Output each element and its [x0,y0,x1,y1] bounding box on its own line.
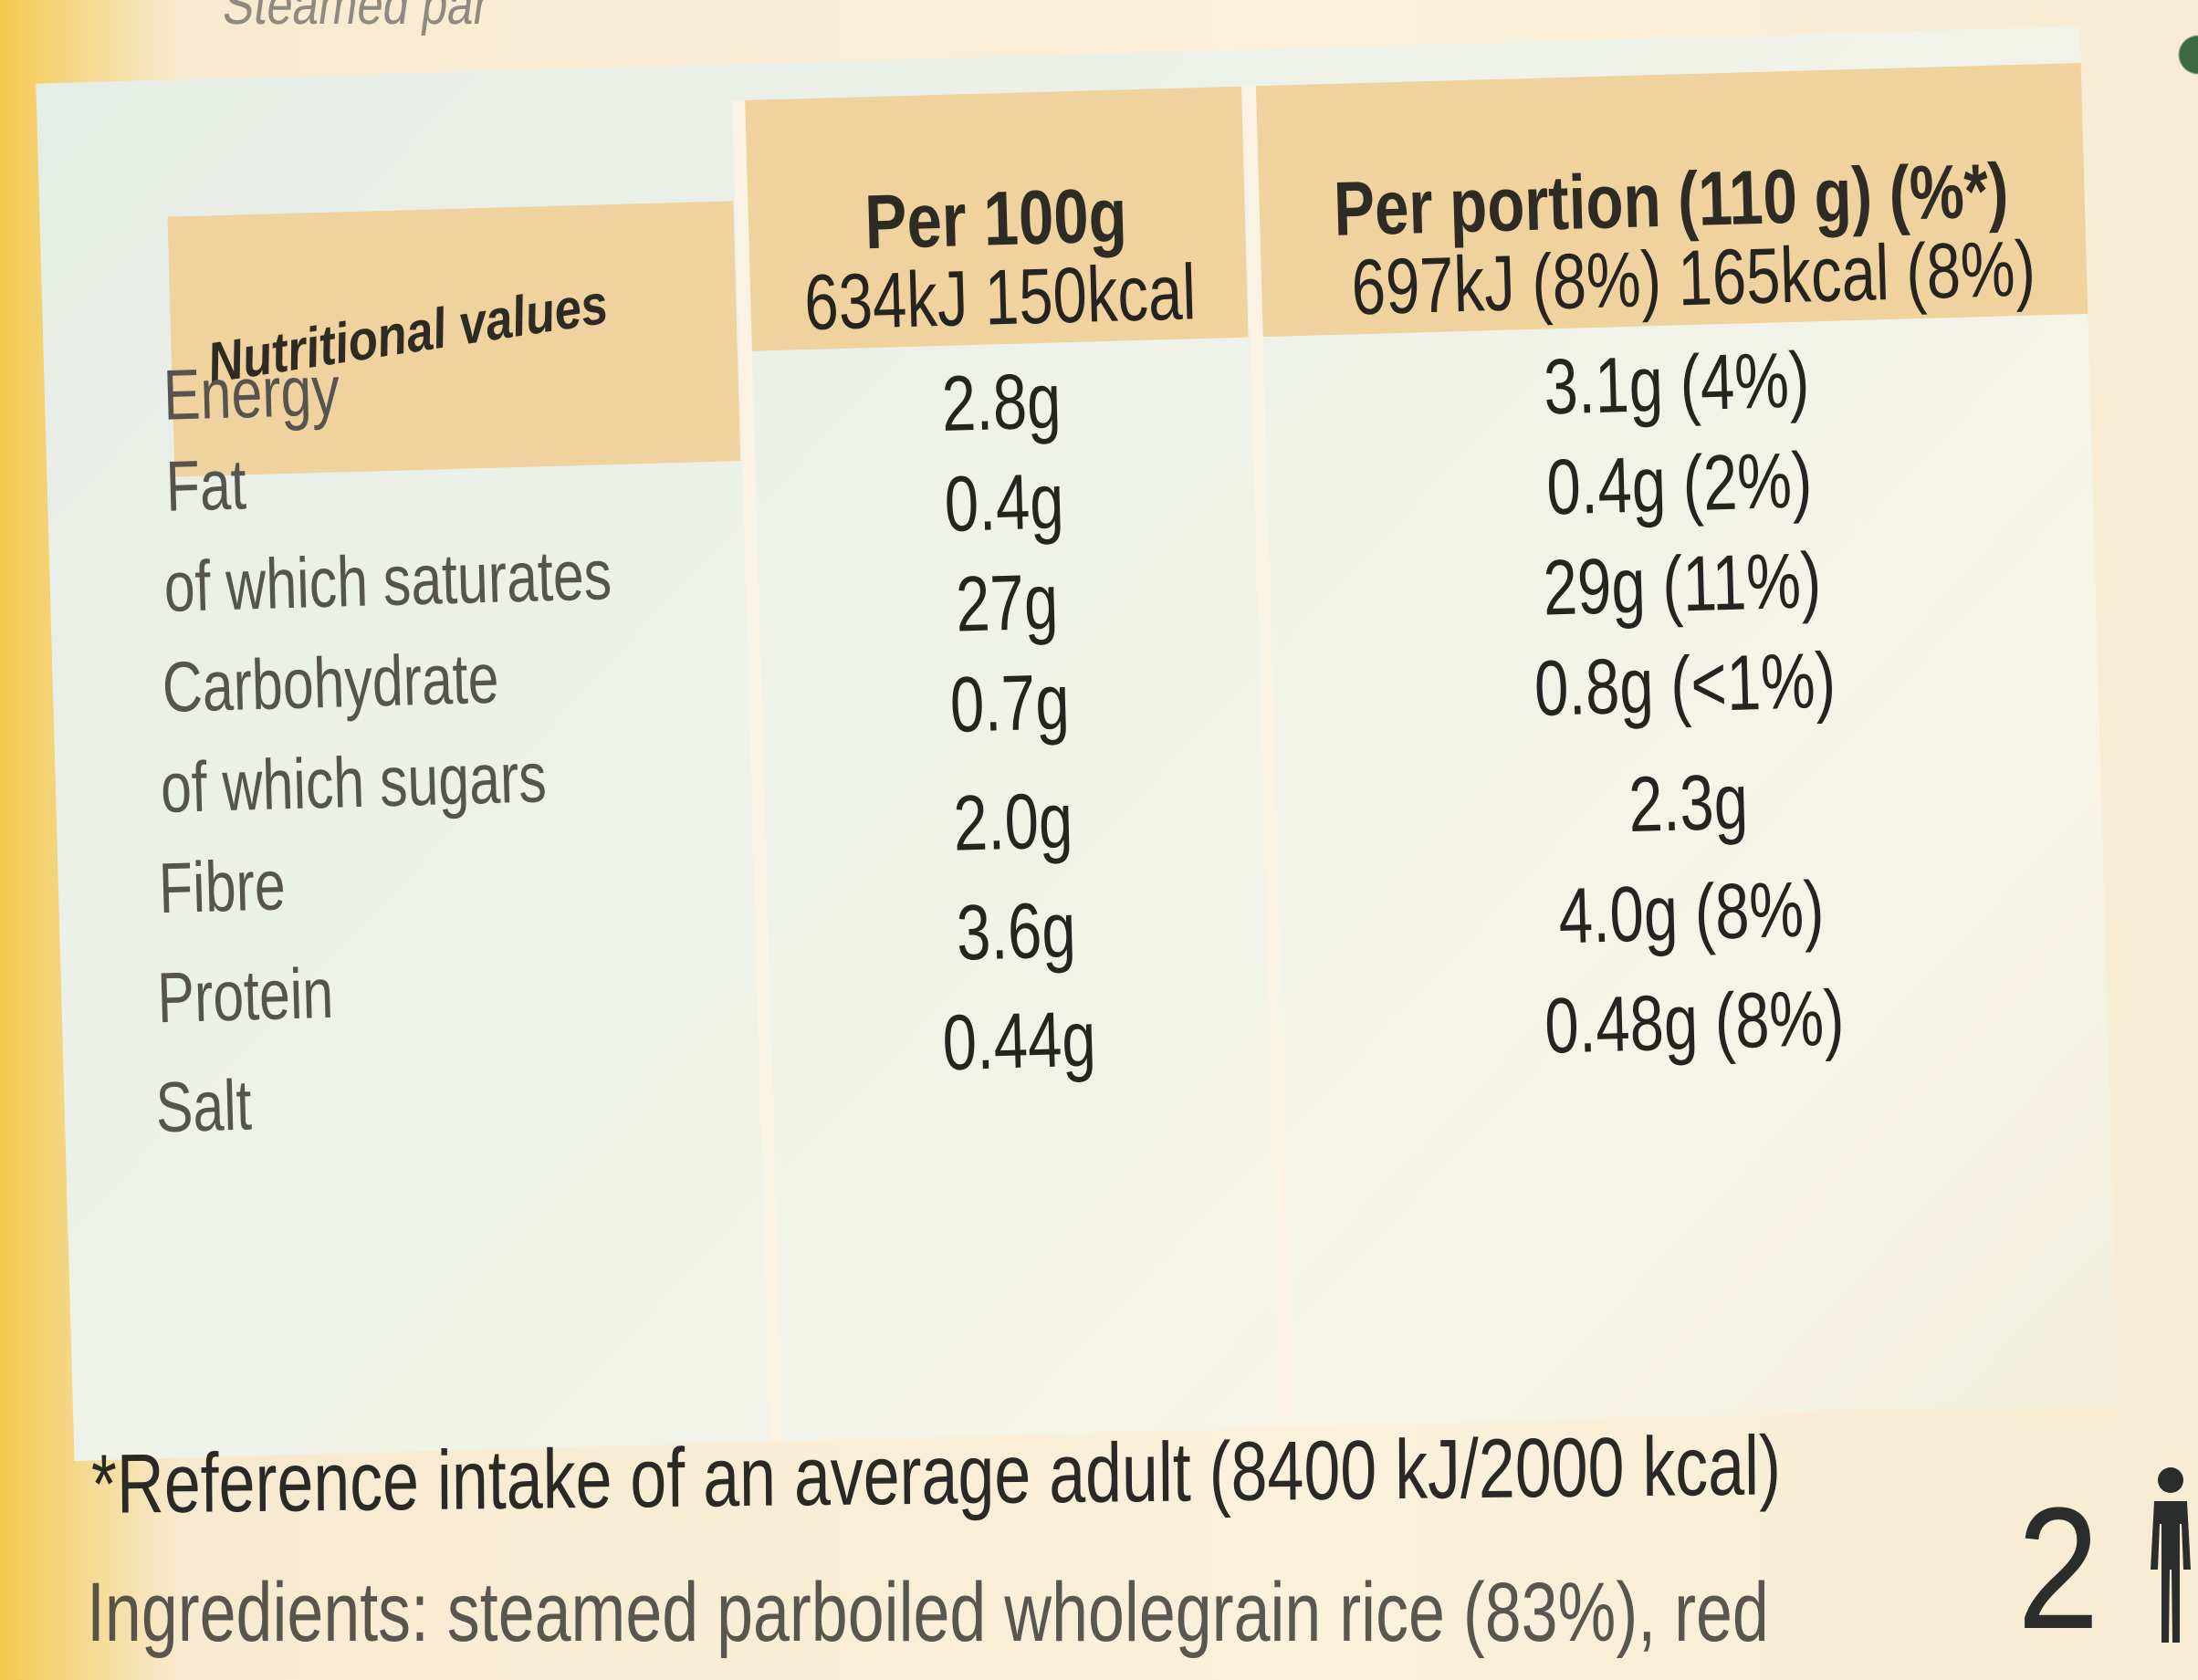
energy-per-portion: 697kJ (8%) 165kcal (8%) [1350,224,2037,332]
energy-per-100g: 634kJ 150kcal [803,248,1198,348]
row-label-fat: Fat [164,443,247,527]
row-label-sugars: of which sugars [159,736,548,829]
row-label-protein: Protein [156,952,335,1038]
fat-per-portion: 3.1g (4%) [1543,336,1811,432]
header-nutritional-values: Nutritional values [167,201,741,477]
carbohydrate-per-100g: 27g [954,558,1060,649]
fibre-per-portion: 2.3g [1627,757,1750,850]
protein-per-100g: 3.6g [955,886,1077,977]
row-label-fibre: Fibre [157,844,287,929]
green-logo-edge [2171,0,2198,137]
saturates-per-100g: 0.4g [943,457,1065,548]
nutrition-table: Nutritional values Per 100g Per portion … [36,26,2119,1461]
sugars-per-100g: 0.7g [948,658,1071,749]
reference-intake-footnote: *Reference intake of an average adult (8… [90,1419,1782,1531]
person-icon [2143,1460,2198,1643]
sugars-per-portion: 0.8g (<1%) [1533,636,1837,733]
saturates-per-portion: 0.4g (2%) [1545,436,1814,532]
salt-per-100g: 0.44g [941,995,1097,1088]
row-label-salt: Salt [154,1064,253,1148]
ingredients-text: Ingredients: steamed parboiled wholegrai… [87,1566,1769,1659]
partial-product-text: Steamed par [219,0,494,37]
salt-per-portion: 0.48g (8%) [1543,974,1846,1070]
protein-per-portion: 4.0g (8%) [1557,865,1826,961]
portion-count: 2 [2017,1472,2099,1665]
row-label-carbohydrate: Carbohydrate [161,637,500,727]
carbohydrate-per-portion: 29g (11%) [1542,537,1823,632]
row-label-saturates: of which saturates [162,534,613,627]
row-label-energy: Energy [162,350,340,435]
fat-per-100g: 2.8g [940,357,1062,448]
fibre-per-100g: 2.0g [952,777,1074,868]
